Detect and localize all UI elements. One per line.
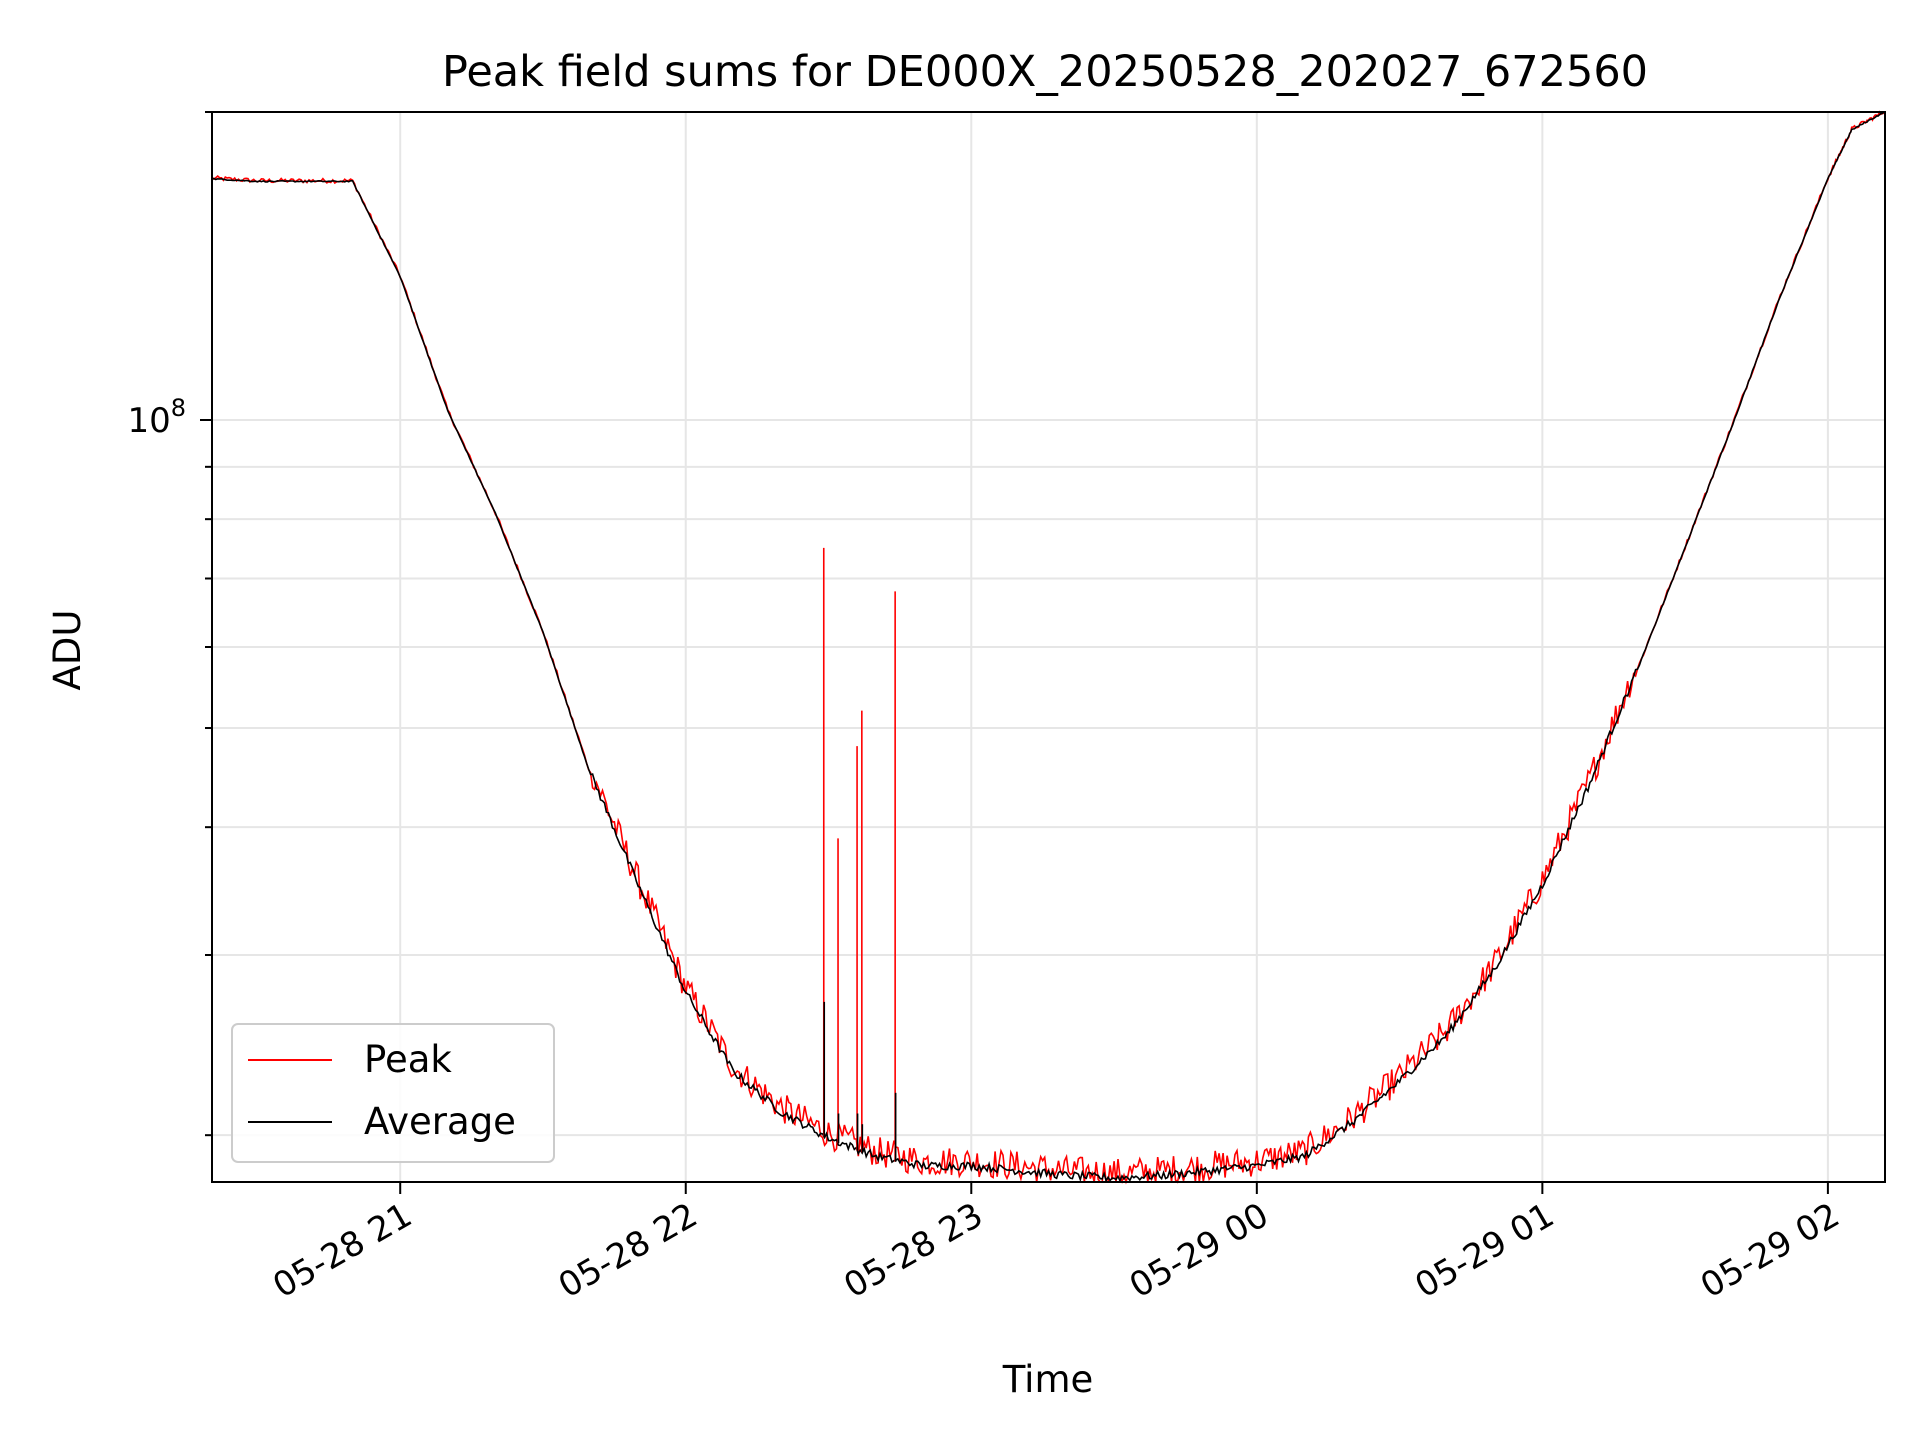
x-axis-label: Time [1002, 1358, 1094, 1401]
chart-title: Peak field sums for DE000X_20250528_2020… [442, 47, 1648, 97]
y-tick-label: 108 [127, 394, 186, 441]
series-line-average [211, 111, 1886, 1183]
legend-peak-label: Peak [364, 1038, 452, 1081]
legend-average-label: Average [364, 1100, 516, 1143]
y-axis-label: ADU [46, 610, 89, 691]
y-tick-label-exponent: 8 [171, 394, 186, 422]
y-tick-label-base: 10 [127, 401, 170, 441]
plot-series [211, 110, 1886, 1185]
legend-box [231, 1023, 555, 1163]
legend: Peak Average [231, 1023, 555, 1163]
